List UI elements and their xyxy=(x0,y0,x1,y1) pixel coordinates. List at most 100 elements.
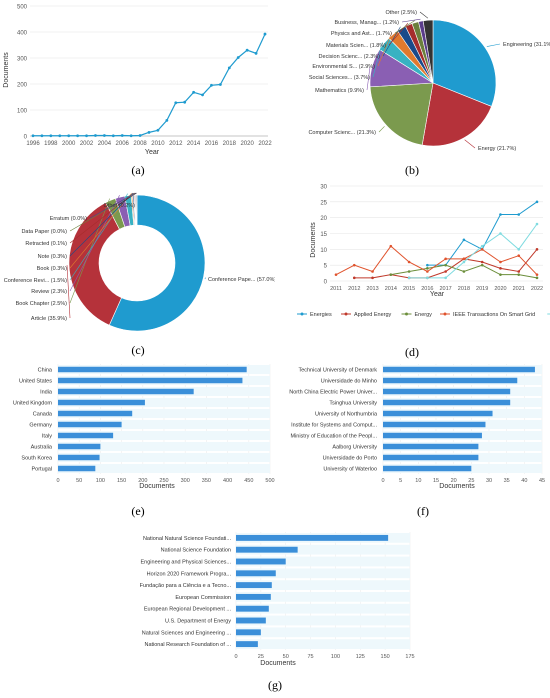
category-label: Canada xyxy=(33,412,53,418)
bar-background xyxy=(236,615,410,626)
category-label: University of Northumbria xyxy=(315,412,378,418)
bar-background xyxy=(236,580,410,590)
y-tick-label: 0 xyxy=(324,280,328,286)
bar-background xyxy=(58,464,270,473)
y-tick-label: 20 xyxy=(320,216,327,222)
data-point xyxy=(218,83,222,86)
bar xyxy=(58,410,133,417)
data-point xyxy=(535,200,539,204)
bar xyxy=(58,432,114,439)
bar xyxy=(58,388,194,395)
pie-slice xyxy=(421,82,492,147)
data-point xyxy=(517,213,521,216)
data-point xyxy=(102,134,106,137)
y-tick-label: 25 xyxy=(320,200,327,206)
slice-label: Conference Pape... (57.0%) xyxy=(208,277,275,283)
category-label: European Commission xyxy=(175,595,231,601)
category-label: China xyxy=(38,368,53,374)
x-tick-label: 2018 xyxy=(223,141,237,147)
bar xyxy=(58,443,101,450)
data-point xyxy=(499,213,502,216)
data-point xyxy=(426,267,429,270)
slice-label: Environmental S... (2.9%) xyxy=(312,64,375,70)
leader-line xyxy=(372,42,383,78)
data-point xyxy=(138,134,142,137)
bar-background xyxy=(236,603,410,614)
x-tick-label: 2020 xyxy=(494,286,506,292)
bar xyxy=(383,366,535,373)
category-label: Engineering and Physical Sciences... xyxy=(141,560,232,566)
x-tick-label: 5 xyxy=(399,478,402,484)
x-tick-label: 100 xyxy=(331,654,340,660)
slice-label: Review (2.3%) xyxy=(31,289,67,295)
chart-g: Documents 0 25 50 75 100 125 150 175 National Na… xyxy=(140,532,415,667)
category-label: National Natural Science Foundati... xyxy=(143,536,232,542)
chart-d-ylabel: Documents xyxy=(310,222,317,258)
data-point xyxy=(517,248,521,251)
slice-label: Physics and Ast... (1.7%) xyxy=(331,31,392,37)
bar-background xyxy=(236,592,410,602)
x-tick-label: 30 xyxy=(486,478,492,484)
bar xyxy=(236,641,258,648)
bar xyxy=(58,377,243,384)
caption-g: (g) xyxy=(268,678,282,692)
data-point xyxy=(407,260,411,264)
slice-label: Data Paper (0.0%) xyxy=(21,229,67,235)
y-tick-label: 500 xyxy=(17,5,28,11)
x-tick-label: 150 xyxy=(381,654,390,660)
data-point xyxy=(499,260,502,264)
bar xyxy=(58,454,100,461)
leader-line xyxy=(117,192,137,206)
chart-a-ylabel: Documents xyxy=(3,52,10,88)
x-tick-label: 300 xyxy=(181,478,190,484)
category-label: Aalborg University xyxy=(332,445,377,451)
x-tick-label: 2014 xyxy=(385,286,397,292)
bar xyxy=(383,377,518,384)
data-point xyxy=(535,276,539,280)
data-point xyxy=(183,100,187,104)
x-tick-label: 500 xyxy=(265,478,274,484)
category-label: United Kingdom xyxy=(13,401,53,407)
x-tick-label: 2022 xyxy=(258,141,272,147)
data-point xyxy=(263,32,267,36)
y-tick-label: 30 xyxy=(320,185,327,191)
x-tick-label: 2008 xyxy=(133,141,147,147)
x-tick-label: 40 xyxy=(521,478,527,484)
x-tick-label: 150 xyxy=(117,478,126,484)
category-label: European Regional Development ... xyxy=(144,607,232,613)
data-point xyxy=(49,134,53,138)
x-tick-label: 35 xyxy=(504,478,510,484)
leader-line xyxy=(394,20,415,34)
data-point xyxy=(254,51,258,55)
data-point xyxy=(517,270,521,273)
x-tick-label: 2013 xyxy=(366,286,378,292)
data-point xyxy=(147,130,151,134)
pie-slice xyxy=(369,82,434,146)
data-point xyxy=(535,248,539,251)
data-point xyxy=(67,134,71,138)
leader-line xyxy=(69,192,134,257)
legend-marker xyxy=(443,312,447,316)
slice-label: Engineering (31.1%) xyxy=(503,42,550,48)
data-point xyxy=(499,267,502,270)
data-point xyxy=(444,276,447,280)
x-tick-label: 2004 xyxy=(98,141,112,147)
data-point xyxy=(129,134,133,138)
slice-label: Materials Scien... (1.8%) xyxy=(326,43,386,49)
bar-background xyxy=(58,398,270,407)
category-label: Portugal xyxy=(32,467,53,473)
x-tick-label: 25 xyxy=(468,478,474,484)
data-point xyxy=(426,270,429,273)
x-tick-label: 2016 xyxy=(205,141,219,147)
bar-background xyxy=(236,627,410,638)
slice-label: Social Sciences... (3.7%) xyxy=(309,75,370,81)
data-point xyxy=(371,270,374,273)
pie-slice xyxy=(432,19,497,107)
category-label: Natural Sciences and Engineering ... xyxy=(142,630,232,636)
category-label: Italy xyxy=(42,434,52,440)
x-tick-label: 20 xyxy=(451,478,457,484)
y-tick-label: 300 xyxy=(17,57,28,63)
data-point xyxy=(426,263,429,267)
data-point xyxy=(156,128,160,132)
category-label: National Research Foundation of ... xyxy=(144,642,231,648)
